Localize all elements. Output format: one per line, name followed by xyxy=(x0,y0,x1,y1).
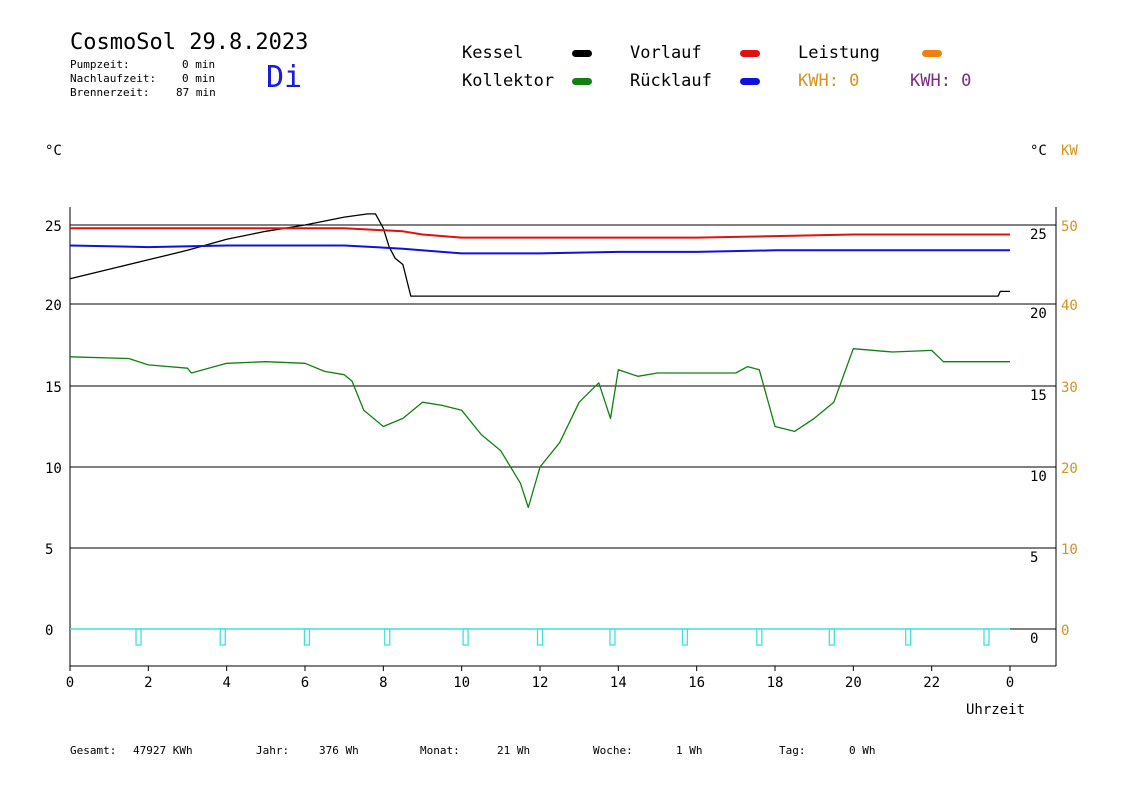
stat-pumpzeit-value: 0 min xyxy=(182,58,216,71)
y-tick-left-lower-0: 0 xyxy=(45,623,53,639)
footer-woche-label: Woche: xyxy=(593,744,633,757)
x-tick-label-5: 10 xyxy=(453,675,470,691)
footer-monat-value: 21 Wh xyxy=(497,744,531,757)
series-rcklauf xyxy=(69,244,1010,255)
leistung-pulse-6 xyxy=(609,628,616,646)
footer-jahr-label: Jahr: xyxy=(256,744,290,757)
x-tick-label-11: 22 xyxy=(923,675,940,691)
y-tick-kw-lower-0: 0 xyxy=(1061,623,1069,639)
leistung-pulse-9 xyxy=(828,628,835,646)
x-axis-label: Uhrzeit xyxy=(966,702,1026,718)
footer-tag-label: Tag: xyxy=(779,744,806,757)
footer-tag-value: 0 Wh xyxy=(849,744,876,757)
y-tick-right-upper-1: 25 xyxy=(1030,227,1047,243)
y-tick-kw-upper-1: 50 xyxy=(1061,219,1078,235)
x-tick-label-3: 6 xyxy=(301,675,309,691)
y-tick-right-lower-3: 15 xyxy=(1030,388,1047,404)
series-kollektor xyxy=(69,348,1010,509)
y-tick-kw-lower-2: 20 xyxy=(1061,461,1078,477)
leistung-pulse-11 xyxy=(983,628,990,646)
legend-swatch-kessel xyxy=(572,50,592,57)
y-tick-left-lower-2: 10 xyxy=(45,461,62,477)
legend-label-kollektor: Kollektor xyxy=(462,71,555,91)
x-tick-label-10: 20 xyxy=(845,675,862,691)
stat-brennerzeit-label: Brennerzeit: xyxy=(70,86,150,99)
x-tick-label-2: 4 xyxy=(222,675,230,691)
legend-label-kessel: Kessel xyxy=(462,43,524,63)
leistung-pulse-3 xyxy=(384,628,391,646)
weekday: Di xyxy=(266,60,303,95)
y-tick-right-lower-0: 0 xyxy=(1030,631,1038,647)
leistung-pulse-0 xyxy=(135,628,142,646)
kwh-purple: KWH: 0 xyxy=(910,71,972,91)
footer-monat-label: Monat: xyxy=(420,744,460,757)
x-tick-label-6: 12 xyxy=(532,675,549,691)
x-tick-label-1: 2 xyxy=(144,675,152,691)
leistung-pulse-2 xyxy=(303,628,311,646)
right-unit-kw: KW xyxy=(1061,143,1078,159)
chart-title: CosmoSol 29.8.2023 xyxy=(70,30,309,55)
left-unit: °C xyxy=(45,143,62,159)
x-tick-label-8: 16 xyxy=(688,675,705,691)
legend-label-vorlauf: Vorlauf xyxy=(630,43,702,63)
x-tick-label-4: 8 xyxy=(379,675,387,691)
y-tick-right-lower-2: 10 xyxy=(1030,469,1047,485)
leistung-pulse-5 xyxy=(536,628,544,646)
legend-swatch-kollektor xyxy=(572,78,592,85)
y-tick-kw-lower-3: 30 xyxy=(1061,380,1078,396)
leistung-pulse-7 xyxy=(681,628,689,646)
legend-label-leistung: Leistung xyxy=(798,43,880,63)
legend-label-ruecklauf: Rücklauf xyxy=(630,71,712,91)
y-tick-kw-upper-0: 40 xyxy=(1061,298,1078,314)
y-tick-kw-lower-1: 10 xyxy=(1061,542,1078,558)
x-tick-label-12: 0 xyxy=(1006,675,1014,691)
y-tick-left-lower-1: 5 xyxy=(45,542,53,558)
stat-pumpzeit-label: Pumpzeit: xyxy=(70,58,130,71)
footer-woche-value: 1 Wh xyxy=(676,744,703,757)
stat-brennerzeit-value: 87 min xyxy=(176,86,216,99)
kwh-orange: KWH: 0 xyxy=(798,71,860,91)
series-vorlauf xyxy=(70,227,1010,239)
footer-gesamt-value: 47927 KWh xyxy=(133,744,193,757)
legend-swatch-ruecklauf xyxy=(740,78,760,85)
stat-nachlaufzeit-label: Nachlaufzeit: xyxy=(70,72,157,85)
leistung-pulse-1 xyxy=(219,628,226,646)
legend-swatch-vorlauf xyxy=(740,50,760,57)
legend-swatch-leistung xyxy=(922,50,942,57)
y-tick-right-lower-1: 5 xyxy=(1030,550,1038,566)
x-tick-label-7: 14 xyxy=(610,675,627,691)
footer-gesamt-label: Gesamt: xyxy=(70,744,117,757)
x-tick-label-9: 18 xyxy=(767,675,784,691)
footer-jahr-value: 376 Wh xyxy=(319,744,359,757)
y-tick-left-upper-1: 25 xyxy=(45,219,62,235)
y-tick-left-upper-0: 20 xyxy=(45,298,62,314)
series-kessel xyxy=(69,213,1010,297)
y-tick-right-upper-0: 20 xyxy=(1030,306,1047,322)
stat-nachlaufzeit-value: 0 min xyxy=(182,72,216,85)
leistung-pulse-10 xyxy=(905,628,912,646)
right-unit: °C xyxy=(1030,143,1047,159)
leistung-pulse-4 xyxy=(462,628,469,646)
leistung-pulse-8 xyxy=(756,628,763,646)
y-tick-left-lower-3: 15 xyxy=(45,380,62,396)
x-tick-label-0: 0 xyxy=(66,675,74,691)
